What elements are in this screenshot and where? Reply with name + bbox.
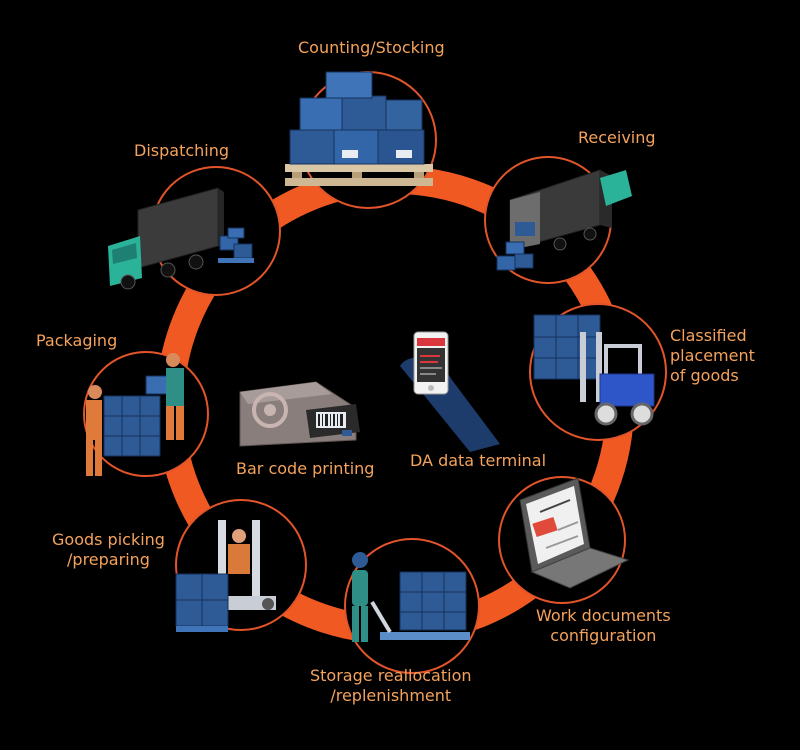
- label-line: Packaging: [36, 331, 118, 350]
- label-line: Goods picking: [52, 530, 165, 549]
- label-da-data-terminal: DA data terminal: [410, 451, 546, 471]
- pallet-boxes-icon: [285, 71, 433, 186]
- label-line: DA data terminal: [410, 451, 547, 470]
- label-line: Counting/Stocking: [298, 38, 445, 57]
- label-line: placement: [670, 346, 755, 365]
- label-line: /preparing: [67, 550, 150, 569]
- label-counting: Counting/Stocking: [298, 38, 445, 58]
- label-packaging: Packaging: [36, 331, 117, 351]
- label-line: Bar code printing: [236, 459, 375, 478]
- barcode-printer-icon: [239, 381, 360, 447]
- label-line: Storage reallocation: [310, 666, 472, 685]
- label-line: /replenishment: [330, 686, 452, 705]
- order-picker-icon: [175, 520, 276, 632]
- label-picking: Goods picking /preparing: [52, 530, 165, 570]
- label-barcode-printing: Bar code printing: [236, 459, 374, 479]
- label-line: configuration: [550, 626, 657, 645]
- workers-packing-icon: [86, 353, 184, 476]
- label-line: Classified: [670, 326, 747, 345]
- forklift-icon: [533, 314, 655, 426]
- label-line: Receiving: [578, 128, 656, 147]
- laptop-icon: [519, 477, 630, 589]
- label-classified: Classified placement of goods: [670, 326, 755, 386]
- label-line: Dispatching: [134, 141, 230, 160]
- handheld-terminal-icon: [400, 331, 500, 452]
- label-workdocs: Work documents configuration: [536, 606, 671, 646]
- label-line: of goods: [670, 366, 739, 385]
- truck-unloading-icon: [496, 169, 632, 271]
- label-storage: Storage reallocation /replenishment: [310, 666, 472, 706]
- label-line: Work documents: [536, 606, 671, 625]
- truck-dispatch-icon: [108, 187, 254, 290]
- label-dispatching: Dispatching: [134, 141, 229, 161]
- label-receiving: Receiving: [578, 128, 656, 148]
- pallet-jack-worker-icon: [352, 552, 470, 642]
